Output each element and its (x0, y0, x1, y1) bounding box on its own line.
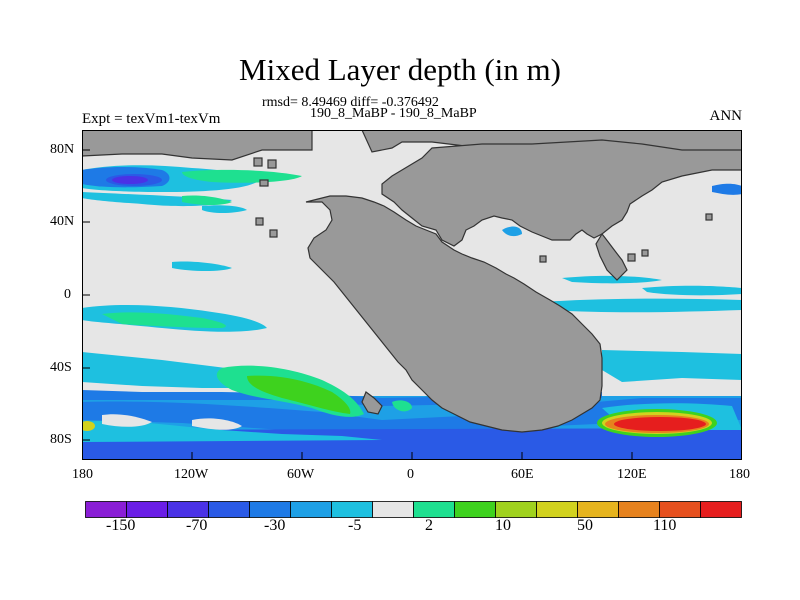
colorbar-swatch (454, 501, 496, 518)
y-tick-label: 0 (64, 287, 71, 302)
colorbar-label: -70 (186, 517, 208, 534)
colorbar-label: -30 (264, 517, 286, 534)
colorbar-swatch (413, 501, 455, 518)
land-masses (82, 130, 742, 433)
experiment-label: Expt = texVm1-texVm (82, 111, 221, 127)
x-tick-label: 120W (174, 467, 209, 482)
stats-line: rmsd= 8.49469 diff= -0.376492 (262, 95, 439, 110)
x-tick-label: 120E (617, 467, 647, 482)
colorbar-swatch (208, 501, 250, 518)
colorbar-swatch (618, 501, 660, 518)
colorbar-label: 10 (495, 517, 511, 534)
x-tick-label: 180 (72, 467, 93, 482)
map-svg (82, 130, 742, 460)
case-line: 190_8_MaBP - 190_8_MaBP (310, 106, 477, 121)
tropical-streaks (82, 261, 742, 332)
y-tick-label: 40N (50, 214, 75, 229)
colorbar-label: -150 (106, 517, 136, 534)
colorbar-swatch (85, 501, 127, 518)
x-tick-label: 180 (729, 467, 750, 482)
colorbar-swatch (167, 501, 209, 518)
map-panel (82, 130, 742, 460)
colorbar-swatch (372, 501, 414, 518)
colorbar-swatch (331, 501, 373, 518)
colorbar-swatch (290, 501, 332, 518)
southern-ocean-hotspot (82, 409, 717, 437)
colorbar-label: 50 (577, 517, 593, 534)
southern-ocean-field (82, 350, 742, 460)
north-pacific-field (82, 165, 742, 237)
season-label: ANN (709, 108, 743, 124)
tick-marks (82, 149, 633, 460)
colorbar-swatches (85, 501, 742, 518)
colorbar-label: 2 (425, 517, 433, 534)
colorbar-label: 110 (653, 517, 677, 534)
colorbar-swatch (536, 501, 578, 518)
map-title: Mixed Layer depth (in m) (239, 52, 561, 87)
south-pacific-band (216, 365, 412, 417)
colorbar-swatch (495, 501, 537, 518)
colorbar-swatch (659, 501, 701, 518)
colorbar-swatch (126, 501, 168, 518)
colorbar-swatch (700, 501, 742, 518)
x-tick-label: 60E (511, 467, 534, 482)
y-tick-label: 40S (50, 360, 72, 375)
colorbar-swatch (577, 501, 619, 518)
colorbar-swatch (249, 501, 291, 518)
colorbar (85, 501, 745, 519)
y-tick-label: 80S (50, 432, 72, 447)
x-tick-label: 60W (287, 467, 315, 482)
y-tick-label: 80N (50, 142, 75, 157)
colorbar-label: -5 (348, 517, 362, 534)
x-tick-label: 0 (407, 467, 414, 482)
